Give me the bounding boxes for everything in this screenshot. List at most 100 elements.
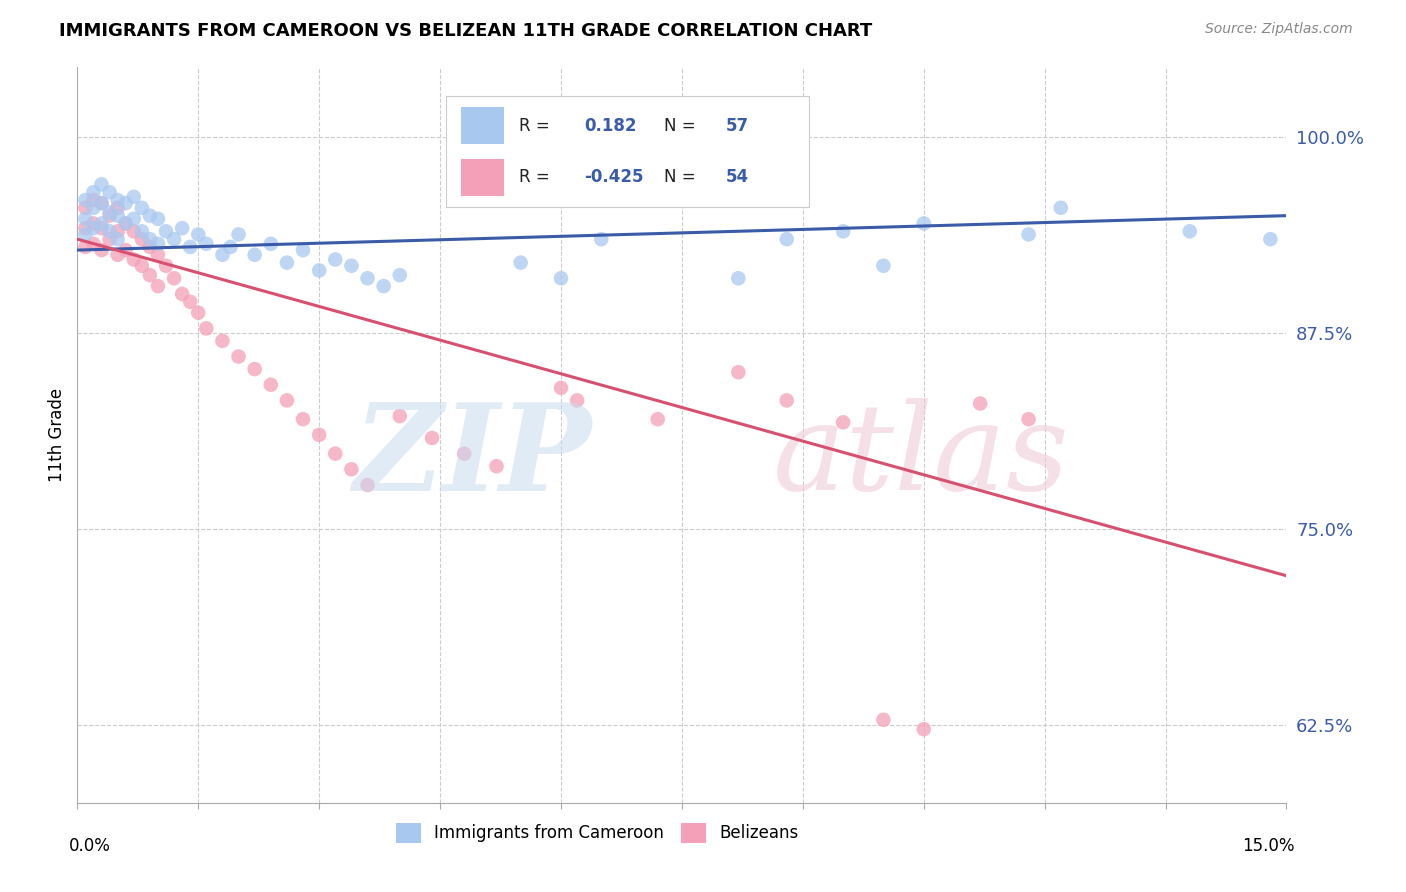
Point xyxy=(356,478,378,492)
Point xyxy=(122,211,145,226)
Point xyxy=(420,431,443,445)
Point xyxy=(98,205,121,219)
Text: 15.0%: 15.0% xyxy=(1241,838,1295,855)
Point xyxy=(75,240,97,254)
Point xyxy=(98,232,121,246)
Point xyxy=(912,217,935,231)
Point xyxy=(114,217,136,231)
Point xyxy=(90,196,112,211)
Point xyxy=(179,294,201,309)
Point xyxy=(75,211,97,226)
Point xyxy=(107,201,129,215)
Point xyxy=(139,209,162,223)
Point xyxy=(187,306,209,320)
Point xyxy=(211,334,233,348)
Point xyxy=(388,268,411,282)
Point xyxy=(139,232,162,246)
Point xyxy=(107,224,129,238)
Point xyxy=(228,227,250,242)
Point xyxy=(98,185,121,199)
Point xyxy=(292,412,315,426)
Point xyxy=(340,259,363,273)
Point xyxy=(1178,224,1201,238)
Point xyxy=(122,252,145,267)
Point xyxy=(187,227,209,242)
Point xyxy=(1018,412,1040,426)
Point xyxy=(969,396,991,410)
Point xyxy=(260,236,283,251)
Text: Source: ZipAtlas.com: Source: ZipAtlas.com xyxy=(1205,22,1353,37)
Point xyxy=(323,447,346,461)
Point xyxy=(90,178,112,192)
Text: IMMIGRANTS FROM CAMEROON VS BELIZEAN 11TH GRADE CORRELATION CHART: IMMIGRANTS FROM CAMEROON VS BELIZEAN 11T… xyxy=(59,22,872,40)
Point xyxy=(82,185,104,199)
Point xyxy=(163,232,186,246)
Point xyxy=(243,248,266,262)
Point xyxy=(146,236,169,251)
Y-axis label: 11th Grade: 11th Grade xyxy=(48,388,66,482)
Point xyxy=(340,462,363,476)
Point xyxy=(107,193,129,207)
Point xyxy=(122,190,145,204)
Point xyxy=(155,259,177,273)
Point xyxy=(131,232,153,246)
Point xyxy=(872,259,894,273)
Point xyxy=(98,224,121,238)
Point xyxy=(131,201,153,215)
Point xyxy=(727,271,749,285)
Point xyxy=(1018,227,1040,242)
Text: ZIP: ZIP xyxy=(353,398,592,516)
Point xyxy=(172,287,194,301)
Point xyxy=(107,248,129,262)
Point xyxy=(90,243,112,257)
Point xyxy=(485,459,508,474)
Point xyxy=(228,350,250,364)
Point xyxy=(82,236,104,251)
Point xyxy=(139,268,162,282)
Point xyxy=(163,271,186,285)
Point xyxy=(75,201,97,215)
Point xyxy=(308,263,330,277)
Point xyxy=(75,193,97,207)
Point xyxy=(776,232,799,246)
Point xyxy=(727,365,749,379)
Point xyxy=(82,217,104,231)
Point xyxy=(292,243,315,257)
Point xyxy=(1260,232,1282,246)
Text: atlas: atlas xyxy=(773,398,1070,516)
Point xyxy=(172,221,194,235)
Point xyxy=(219,240,242,254)
Point xyxy=(155,224,177,238)
Point xyxy=(565,393,588,408)
Point xyxy=(832,224,855,238)
Point xyxy=(114,196,136,211)
Point xyxy=(509,255,531,269)
Point xyxy=(912,723,935,737)
Point xyxy=(75,227,97,242)
Point xyxy=(1049,201,1071,215)
Point xyxy=(323,252,346,267)
Point xyxy=(82,221,104,235)
Point xyxy=(90,221,112,235)
Legend: Immigrants from Cameroon, Belizeans: Immigrants from Cameroon, Belizeans xyxy=(389,816,806,850)
Point xyxy=(82,193,104,207)
Point xyxy=(356,271,378,285)
Point xyxy=(776,393,799,408)
Point xyxy=(373,279,395,293)
Point xyxy=(98,209,121,223)
Point xyxy=(388,409,411,423)
Point xyxy=(550,381,572,395)
Point xyxy=(308,428,330,442)
Point xyxy=(243,362,266,376)
Point xyxy=(146,211,169,226)
Point xyxy=(82,201,104,215)
Point xyxy=(107,209,129,223)
Point xyxy=(453,447,475,461)
Point xyxy=(107,232,129,246)
Point xyxy=(90,217,112,231)
Point xyxy=(139,240,162,254)
Text: 0.0%: 0.0% xyxy=(69,838,111,855)
Point xyxy=(276,393,298,408)
Point xyxy=(90,196,112,211)
Point xyxy=(260,377,283,392)
